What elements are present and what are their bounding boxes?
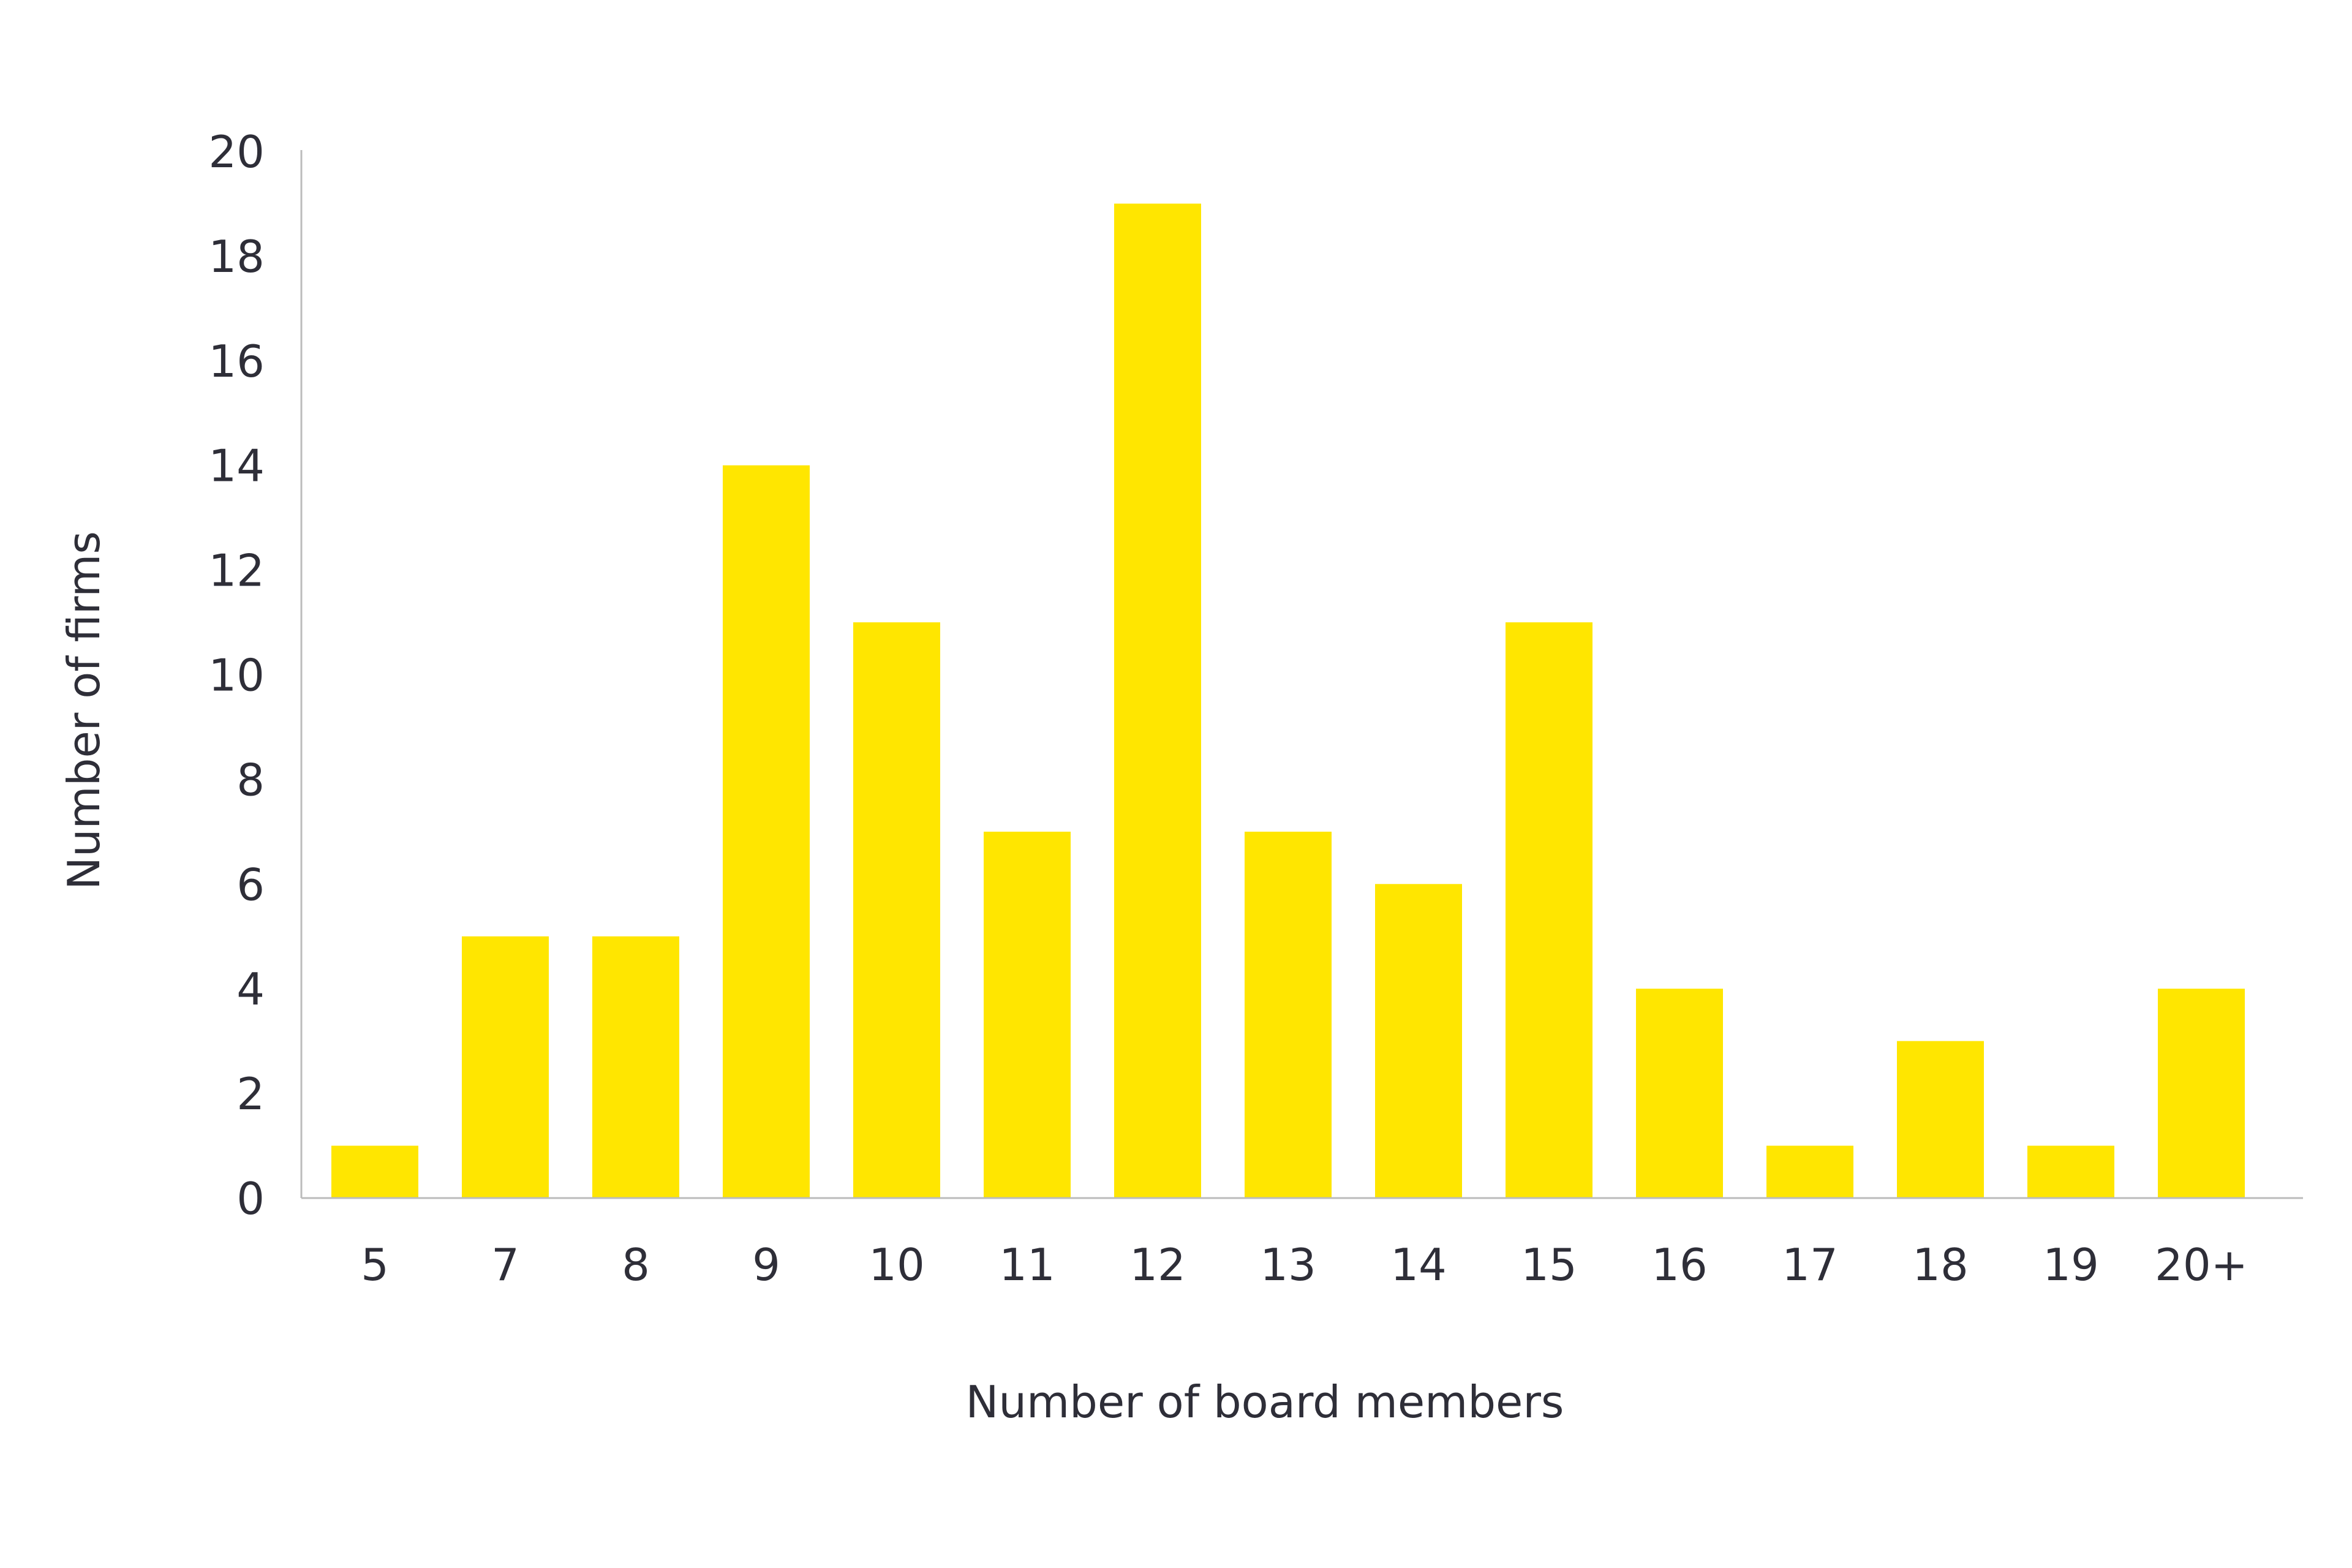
x-tick-label: 10: [869, 1239, 925, 1291]
x-axis-title: Number of board members: [966, 1376, 1564, 1428]
bar-13: [1245, 831, 1332, 1198]
x-tick-label: 11: [999, 1239, 1055, 1291]
y-tick-label: 16: [208, 336, 265, 387]
bar-8: [592, 936, 679, 1198]
x-tick-label: 9: [752, 1239, 780, 1291]
y-tick-label: 2: [236, 1068, 265, 1120]
x-tick-label: 17: [1782, 1239, 1838, 1291]
bar-5: [331, 1145, 418, 1198]
bar-15: [1506, 622, 1593, 1198]
bar-17: [1766, 1145, 1853, 1198]
x-tick-label: 18: [1912, 1239, 1969, 1291]
bar-19: [2027, 1145, 2114, 1198]
bar-10: [853, 622, 940, 1198]
x-tick-label: 16: [1651, 1239, 1708, 1291]
bar-12: [1114, 203, 1201, 1199]
x-tick-label: 13: [1260, 1239, 1316, 1291]
y-tick-label: 0: [236, 1173, 265, 1224]
bar-9: [723, 465, 810, 1199]
y-tick-label: 4: [236, 963, 265, 1015]
x-axis-ticks: 5 7 8 9 10 11 12 13 14 15 16 17 18 19 20+: [361, 1239, 2248, 1291]
y-tick-label: 6: [236, 859, 265, 910]
y-tick-label: 20: [208, 126, 265, 178]
x-tick-label: 15: [1521, 1239, 1577, 1291]
y-tick-label: 18: [208, 231, 265, 282]
x-tick-label: 14: [1390, 1239, 1447, 1291]
bar-20-plus: [2158, 989, 2245, 1198]
bar-14: [1375, 884, 1462, 1198]
y-axis-ticks: 0 2 4 6 8 10 12 14 16 18 20: [208, 126, 265, 1224]
y-tick-label: 14: [208, 440, 265, 492]
x-tick-label: 12: [1129, 1239, 1186, 1291]
bar-11: [984, 831, 1071, 1198]
y-tick-label: 8: [236, 754, 265, 805]
x-tick-label: 19: [2043, 1239, 2099, 1291]
bar-7: [462, 936, 549, 1198]
x-tick-label: 5: [361, 1239, 389, 1291]
bar-18: [1897, 1041, 1984, 1198]
x-tick-label: 7: [491, 1239, 519, 1291]
x-tick-label: 8: [622, 1239, 650, 1291]
x-tick-label: 20+: [2155, 1239, 2248, 1291]
bars: [331, 203, 2245, 1199]
y-tick-label: 12: [208, 545, 265, 597]
bar-16: [1636, 989, 1723, 1198]
y-tick-label: 10: [208, 650, 265, 701]
y-axis-title: Number of firms: [58, 531, 110, 890]
